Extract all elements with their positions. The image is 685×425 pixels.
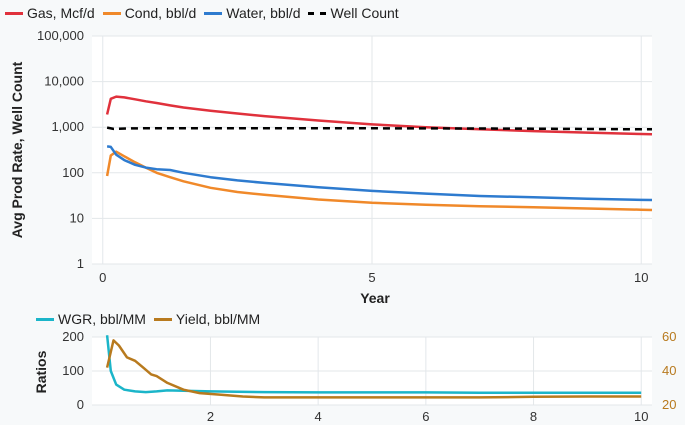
main-y-axis-label: Avg Prod Rate, Well Count (9, 61, 25, 238)
ratio-legend: WGR, bbl/MM Yield, bbl/MM (36, 311, 260, 327)
legend-item-well-count[interactable]: Well Count (308, 5, 399, 21)
ratio-x-tick-label: 4 (315, 409, 322, 424)
legend-item-water[interactable]: Water, bbl/d (204, 5, 300, 21)
series-line-water (106, 145, 653, 202)
ratio-x-tick-label: 10 (634, 409, 648, 424)
series-line-cond (105, 150, 653, 212)
series-line-gas (105, 95, 653, 136)
main-legend: Gas, Mcf/d Cond, bbl/d Water, bbl/d Well… (5, 5, 399, 21)
legend-label-water: Water, bbl/d (226, 5, 301, 21)
legend-swatch-yield (153, 317, 172, 321)
legend-label-wgr: WGR, bbl/MM (58, 311, 146, 327)
series-line-well-count (106, 126, 652, 131)
ratio-y-left-tick-label: 100 (62, 363, 84, 378)
legend-item-cond[interactable]: Cond, bbl/d (102, 5, 197, 21)
main-y-tick-label: 100,000 (37, 28, 84, 43)
main-y-tick-label: 1 (77, 256, 84, 271)
ratio-y-left-tick-label: 0 (77, 397, 84, 412)
legend-swatch-wgr (36, 317, 54, 321)
ratio-y-right-tick-label: 60 (662, 329, 676, 344)
main-y-tick-label: 10,000 (44, 74, 84, 89)
legend-swatch-well-count (308, 11, 327, 15)
legend-label-yield: Yield, bbl/MM (175, 311, 261, 327)
legend-label-gas: Gas, Mcf/d (27, 5, 95, 21)
ratio-x-tick-label: 2 (207, 409, 214, 424)
legend-label-well-count: Well Count (330, 5, 399, 21)
main-x-tick-label: 10 (634, 270, 648, 285)
legend-swatch-gas (5, 11, 23, 15)
main-y-tick-label: 1,000 (51, 119, 84, 134)
ratio-y-left-tick-label: 200 (62, 329, 84, 344)
main-y-tick-label: 100 (62, 165, 84, 180)
series-line-wgr (105, 335, 642, 395)
main-x-tick-label: 5 (368, 270, 375, 285)
legend-item-yield[interactable]: Yield, bbl/MM (153, 311, 261, 327)
series-line-yield (105, 339, 642, 399)
legend-swatch-water (204, 11, 223, 15)
legend-item-wgr[interactable]: WGR, bbl/MM (36, 311, 146, 327)
legend-label-cond: Cond, bbl/d (124, 5, 197, 21)
ratio-x-tick-label: 8 (530, 409, 537, 424)
main-x-axis-label: Year (360, 290, 390, 306)
legend-swatch-cond (102, 11, 121, 15)
main-x-tick-label: 0 (99, 270, 106, 285)
ratio-y-axis-label: Ratios (33, 350, 49, 393)
legend-item-gas[interactable]: Gas, Mcf/d (5, 5, 95, 21)
main-y-tick-label: 10 (70, 210, 84, 225)
ratio-y-right-tick-label: 20 (662, 397, 676, 412)
ratio-x-tick-label: 6 (422, 409, 429, 424)
ratio-y-right-tick-label: 40 (662, 363, 676, 378)
